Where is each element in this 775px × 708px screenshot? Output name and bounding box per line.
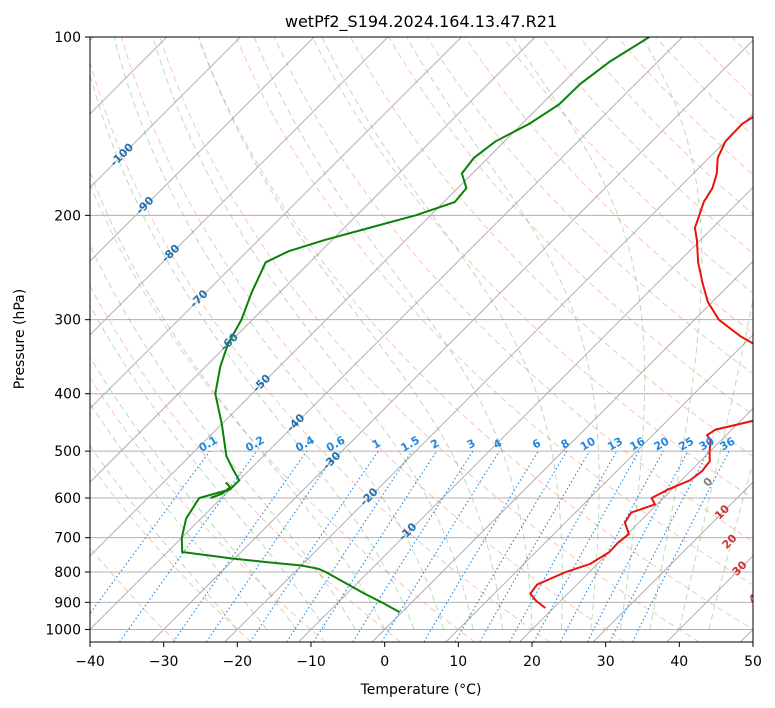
- isotherm: [90, 37, 610, 557]
- mixing-ratio-line: [559, 450, 664, 642]
- dry-adiabat: [90, 376, 327, 642]
- x-tick-label: 50: [744, 654, 762, 670]
- x-tick-label: −10: [296, 654, 326, 670]
- moist-adiabat-label: 40: [746, 586, 766, 606]
- isotherm: [298, 186, 753, 642]
- moist-adiabat: [641, 37, 703, 630]
- x-tick-label: −30: [149, 654, 179, 670]
- dry-adiabat: [90, 463, 252, 642]
- moist-adiabat: [90, 304, 327, 630]
- profile-lines: [180, 37, 753, 614]
- dry-adiabat: [502, 37, 753, 294]
- y-tick-label: 300: [54, 313, 81, 329]
- x-axis-title: Temperature (°C): [360, 682, 482, 698]
- x-tick-label: 40: [670, 654, 688, 670]
- y-tick-label: 100: [54, 30, 81, 46]
- moist-adiabat: [90, 402, 268, 630]
- moist-adiabat: [512, 37, 646, 630]
- y-tick-label: 600: [54, 491, 81, 507]
- x-tick-label: 0: [380, 654, 389, 670]
- chart-title: wetPf2_S194.2024.164.13.47.R21: [285, 12, 557, 32]
- moist-adiabat: [152, 37, 474, 630]
- mixing-ratio-line: [533, 450, 640, 642]
- moist-adiabat: [253, 37, 533, 630]
- moist-adiabat: [90, 244, 356, 630]
- y-tick-label: 200: [54, 208, 81, 224]
- dry-adiabat: [311, 37, 753, 500]
- moist-adiabat: [90, 445, 238, 630]
- x-tick-label: −20: [223, 654, 253, 670]
- isotherm: [90, 37, 315, 262]
- y-tick-label: 700: [54, 531, 81, 547]
- mixing-ratio-line: [172, 450, 308, 642]
- x-tick-label: 30: [597, 654, 615, 670]
- isotherm: [592, 481, 753, 642]
- mixing-ratio-line: [205, 450, 338, 642]
- y-tick-label: 900: [54, 595, 81, 611]
- isotherm: [150, 39, 753, 642]
- moist-adiabat: [198, 37, 503, 630]
- moist-adiabat: [678, 296, 753, 630]
- isotherm: [90, 37, 389, 336]
- isotherm: [90, 37, 683, 631]
- moist-adiabat: [321, 37, 563, 630]
- mixing-ratio-line: [119, 450, 258, 642]
- x-tick-label: 20: [523, 654, 541, 670]
- moist-adiabat: [90, 72, 415, 630]
- isotherm: [90, 37, 462, 410]
- mixing-ratio-line: [352, 450, 474, 642]
- temperature-profile: [529, 115, 753, 609]
- moist-adiabat: [90, 356, 297, 630]
- y-tick-label: 400: [54, 387, 81, 403]
- mixing-ratio-line: [286, 450, 413, 642]
- mixing-ratio-line: [381, 450, 500, 642]
- moist-adiabat: [113, 37, 445, 630]
- dry-adiabat: [197, 37, 753, 630]
- x-tick-label: −40: [75, 654, 105, 670]
- isotherm: [371, 260, 753, 642]
- dewpoint-profile-fragment: [210, 481, 232, 499]
- y-axis-title: Pressure (hPa): [12, 289, 28, 389]
- isotherm: [90, 37, 536, 483]
- mixing-ratio-line: [509, 450, 618, 642]
- isotherm: [90, 37, 241, 189]
- axis-ticks: −40 −30 −20 −10 0 10 20 30 40 50 100 200 300 400 500 60…: [45, 30, 762, 670]
- dry-adiabat: [90, 60, 551, 642]
- mixing-ratio-line: [632, 450, 730, 642]
- dry-adiabat: [159, 37, 700, 642]
- mixing-ratio-line: [249, 450, 379, 642]
- y-tick-label: 1000: [45, 622, 81, 638]
- moist-adiabat: [708, 461, 753, 630]
- mixing-ratio-line: [90, 450, 211, 615]
- y-tick-label: 500: [54, 444, 81, 460]
- isotherm: [445, 334, 753, 642]
- dewpoint-profile: [180, 37, 650, 614]
- plot-frame: [89, 36, 754, 643]
- mixing-ratio-line: [313, 450, 438, 642]
- dry-adiabat: [121, 37, 625, 642]
- x-tick-label: 10: [449, 654, 467, 670]
- y-tick-label: 800: [54, 565, 81, 581]
- dry-adiabat: [235, 37, 753, 586]
- moist-adiabat: [406, 37, 600, 630]
- moist-adiabat: [90, 171, 386, 630]
